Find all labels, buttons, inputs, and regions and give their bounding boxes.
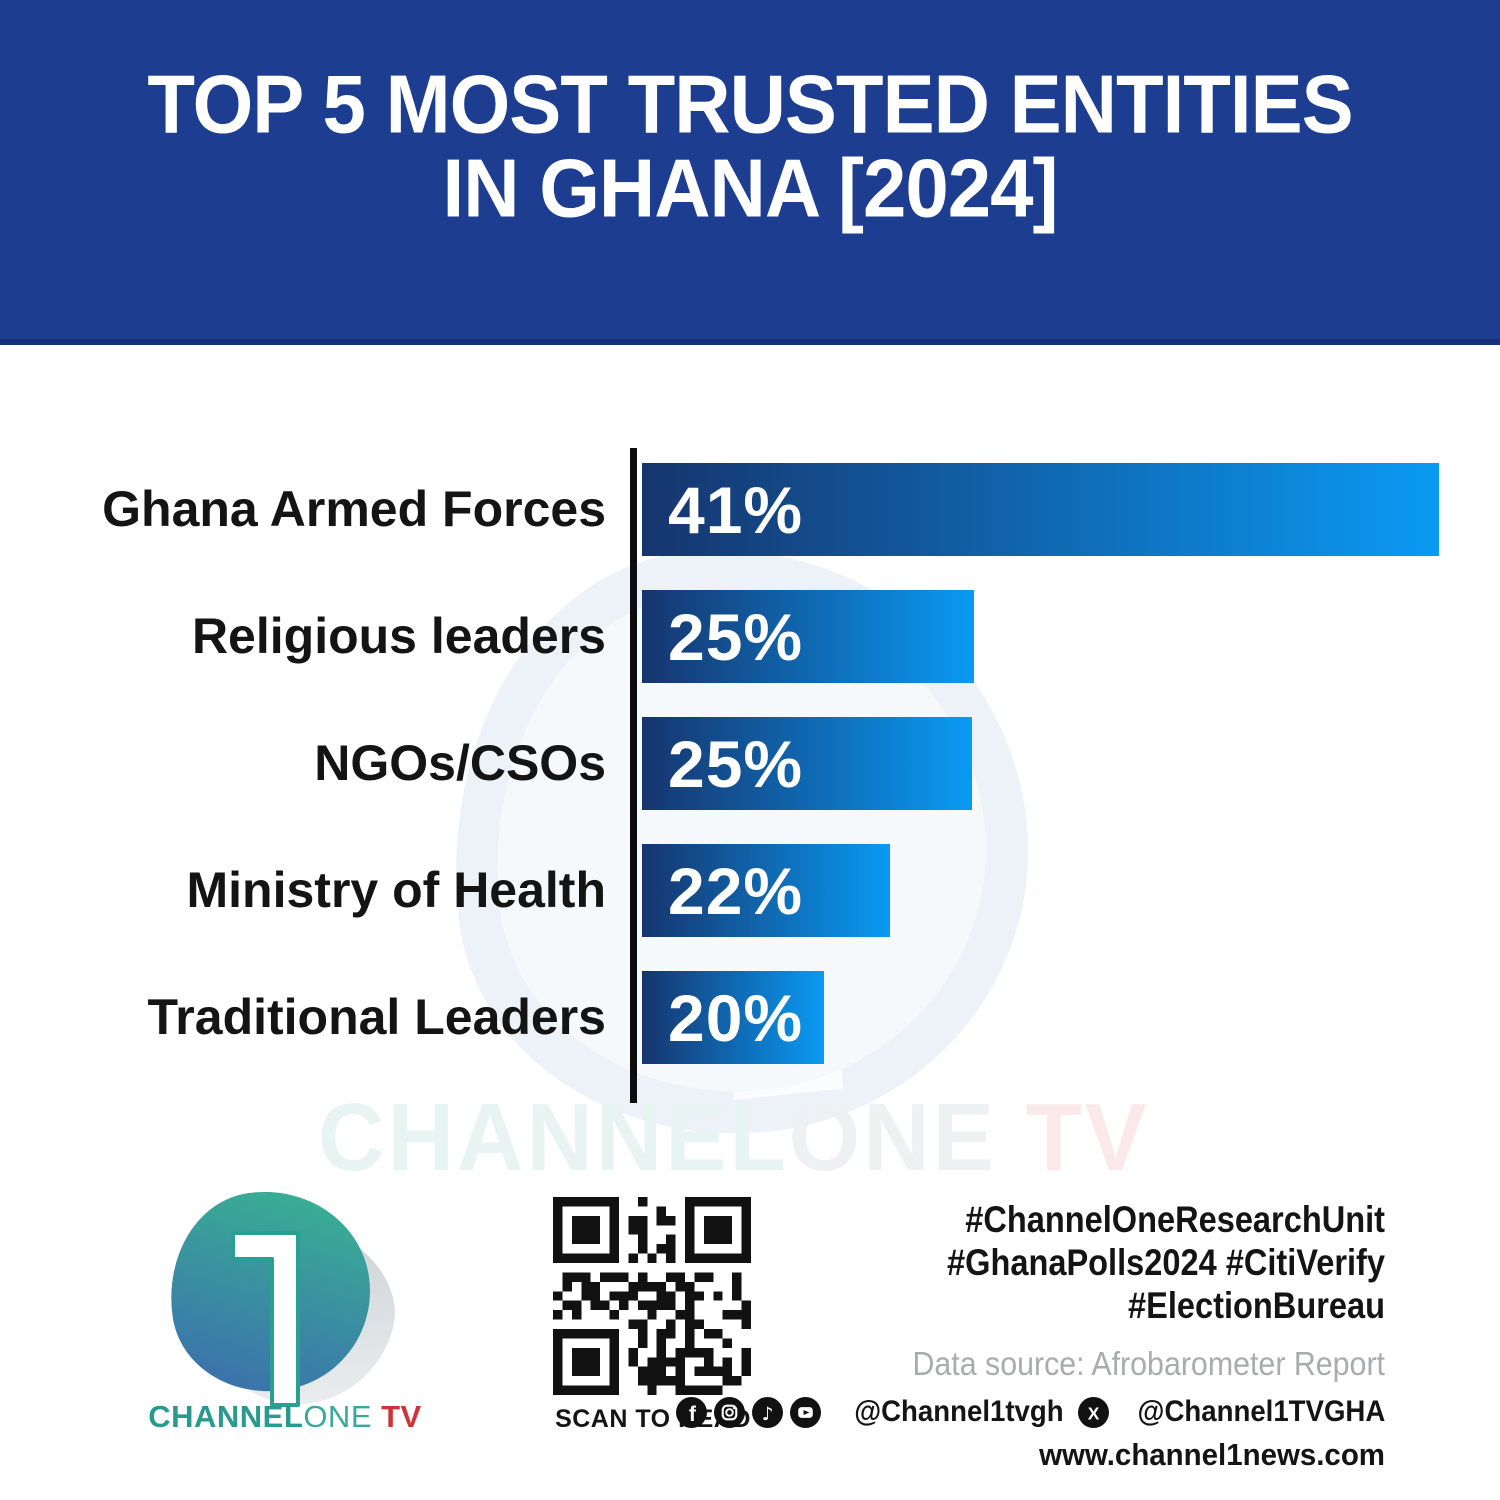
bar-chart-rows: Ghana Armed Forces 41% Religious leaders 25… (0, 463, 1500, 1064)
svg-text:X: X (1087, 1403, 1099, 1423)
bar-category-label: Ministry of Health (186, 862, 606, 918)
page-title-line1: TOP 5 MOST TRUSTED ENTITIES (147, 57, 1353, 151)
footer-right-column: #ChannelOneResearchUnit #GhanaPolls2024 … (676, 1198, 1385, 1473)
logo-wordmark-one: ONE (303, 1399, 372, 1434)
chart-axis-line (630, 448, 637, 1103)
data-source-text: Data source: Afrobarometer Report (912, 1345, 1385, 1382)
chart-row: NGOs/CSOs 25% (0, 717, 1500, 810)
hashtag-line-1: #ChannelOneResearchUnit (965, 1199, 1385, 1240)
svg-text:f: f (689, 1402, 697, 1426)
header-band: TOP 5 MOST TRUSTED ENTITIES IN GHANA [20… (0, 0, 1500, 345)
bar-category-label: Religious leaders (191, 608, 606, 664)
channel-one-logo: CHANNELONE TV (130, 1178, 440, 1453)
bar-3: 25% (642, 717, 972, 810)
bar-value-label: 22% (668, 853, 804, 928)
hashtag-line-3: #ElectionBureau (1128, 1285, 1385, 1326)
bar-value-label: 41% (668, 472, 804, 547)
chart-row: Ministry of Health 22% (0, 844, 1500, 937)
bar-category-label: Ghana Armed Forces (102, 481, 606, 537)
website-url: www.channel1news.com (1039, 1437, 1385, 1472)
watermark-channel: CHANNEL (318, 1084, 789, 1192)
social-handle-x: @Channel1TVGHA (1137, 1395, 1385, 1428)
social-media-row: f ♪ @Channel1tvgh X @ (676, 1395, 1385, 1429)
bar-5: 20% (642, 971, 824, 1064)
chart-row: Ghana Armed Forces 41% (0, 463, 1500, 556)
social-handle-main: @Channel1tvgh (854, 1395, 1064, 1428)
bar-value-label: 25% (668, 726, 804, 801)
logo-wordmark-channel: CHANNEL (148, 1399, 304, 1434)
logo-one-icon (231, 1231, 300, 1407)
bar-category-label: NGOs/CSOs (314, 735, 606, 791)
instagram-icon (714, 1396, 746, 1428)
bar-value-label: 25% (668, 599, 804, 674)
qr-block: SCAN TO READ (545, 1197, 761, 1434)
bar-4: 22% (642, 844, 890, 937)
watermark-one: ONE (788, 1084, 998, 1192)
bar-category-label: Traditional Leaders (147, 989, 606, 1045)
tiktok-icon: ♪ (752, 1396, 784, 1428)
facebook-icon: f (676, 1396, 708, 1428)
bar-chart: Ghana Armed Forces 41% Religious leaders 25… (0, 463, 1500, 1098)
channel-one-tv-watermark: CHANNELONE TV (318, 1084, 1149, 1193)
youtube-icon (790, 1396, 822, 1428)
qr-code (553, 1197, 751, 1395)
logo-wordmark-tv: TV (372, 1399, 422, 1434)
bar-1: 41% (642, 463, 1439, 556)
page-title-line2: IN GHANA [2024] (442, 141, 1059, 235)
chart-row: Religious leaders 25% (0, 590, 1500, 683)
x-twitter-icon: X (1077, 1396, 1109, 1428)
logo-wordmark: CHANNELONE TV (130, 1399, 440, 1435)
hashtag-line-2: #GhanaPolls2024 #CitiVerify (947, 1242, 1385, 1283)
svg-text:♪: ♪ (762, 1403, 774, 1424)
chart-row: Traditional Leaders 20% (0, 971, 1500, 1064)
bar-value-label: 20% (668, 980, 804, 1055)
bar-2: 25% (642, 590, 974, 683)
watermark-tv: TV (997, 1084, 1150, 1192)
